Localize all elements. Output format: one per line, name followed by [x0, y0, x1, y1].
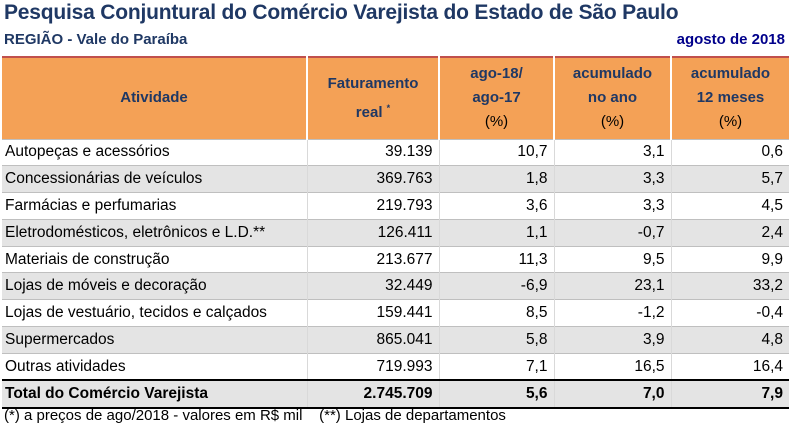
header-acum-12: acumulado 12 meses (%)	[670, 57, 789, 139]
cell-mes: 11,3	[438, 245, 554, 273]
total-acum-ano: 7,0	[553, 379, 671, 410]
cell-faturamento: 39.139	[306, 138, 439, 166]
cell-mes: 1,1	[438, 218, 554, 247]
cell-atividade: Lojas de móveis e decoração	[2, 272, 307, 300]
total-mes: 5,6	[438, 379, 554, 410]
cell-acum-12: 5,7	[670, 165, 789, 193]
page-title: Pesquisa Conjuntural do Comércio Varejis…	[4, 1, 679, 24]
cell-acum-ano: 3,1	[553, 138, 671, 166]
total-row: Total do Comércio Varejista 2.745.709 5,6 7…	[2, 379, 789, 410]
cell-faturamento: 865.041	[306, 326, 439, 354]
retail-table: Atividade Faturamento real * ago-18/ ago…	[2, 56, 789, 410]
cell-acum-ano: 9,5	[553, 245, 671, 273]
cell-mes: 8,5	[438, 299, 554, 327]
cell-mes: 10,7	[438, 138, 554, 166]
table-row: Lojas de vestuário, tecidos e calçados 15…	[2, 299, 789, 327]
cell-acum-ano: 3,3	[553, 192, 671, 220]
cell-atividade: Lojas de vestuário, tecidos e calçados	[2, 299, 307, 327]
cell-acum-ano: 23,1	[553, 272, 671, 300]
date-label: agosto de 2018	[676, 31, 785, 48]
cell-mes: -6,9	[438, 272, 554, 300]
cell-mes: 7,1	[438, 352, 554, 381]
cell-atividade: Autopeças e acessórios	[2, 138, 307, 166]
cell-faturamento: 219.793	[306, 192, 439, 220]
table-row: Concessionárias de veículos 369.763 1,8 3,3…	[2, 165, 789, 193]
cell-mes: 1,8	[438, 165, 554, 193]
cell-atividade: Eletrodomésticos, eletrônicos e L.D.**	[2, 218, 307, 247]
cell-mes: 5,8	[438, 326, 554, 354]
region-label: REGIÃO - Vale do Paraíba	[4, 31, 188, 48]
table-row: Eletrodomésticos, eletrônicos e L.D.** 12…	[2, 218, 789, 247]
table-row: Outras atividades 719.993 7,1 16,5 16,4	[2, 352, 789, 381]
header-faturamento: Faturamento real *	[306, 57, 439, 139]
cell-atividade: Materiais de construção	[2, 245, 307, 273]
table-body: Autopeças e acessórios 39.139 10,7 3,1 0,6 Co…	[2, 138, 789, 410]
cell-acum-12: 33,2	[670, 272, 789, 300]
cell-mes: 3,6	[438, 192, 554, 220]
cell-atividade: Farmácias e perfumarias	[2, 192, 307, 220]
cell-acum-ano: 3,3	[553, 165, 671, 193]
cell-acum-12: 16,4	[670, 352, 789, 381]
cell-faturamento: 719.993	[306, 352, 439, 381]
cell-faturamento: 32.449	[306, 272, 439, 300]
header-atividade: Atividade	[2, 57, 307, 139]
footnote: (*) a preços de ago/2018 - valores em R$…	[4, 407, 506, 424]
cell-faturamento: 369.763	[306, 165, 439, 193]
cell-acum-12: 0,6	[670, 138, 789, 166]
cell-atividade: Outras atividades	[2, 352, 307, 381]
cell-acum-12: -0,4	[670, 299, 789, 327]
table-row: Materiais de construção 213.677 11,3 9,5 9,9	[2, 245, 789, 273]
cell-acum-12: 2,4	[670, 218, 789, 247]
cell-acum-ano: 3,9	[553, 326, 671, 354]
table-row: Autopeças e acessórios 39.139 10,7 3,1 0,6	[2, 138, 789, 166]
cell-atividade: Concessionárias de veículos	[2, 165, 307, 193]
table-header: Atividade Faturamento real * ago-18/ ago…	[2, 57, 789, 139]
table-row: Lojas de móveis e decoração 32.449 -6,9 23,…	[2, 272, 789, 300]
cell-acum-ano: 16,5	[553, 352, 671, 381]
cell-acum-12: 4,8	[670, 326, 789, 354]
cell-faturamento: 213.677	[306, 245, 439, 273]
cell-acum-ano: -0,7	[553, 218, 671, 247]
cell-acum-12: 4,5	[670, 192, 789, 220]
total-atividade: Total do Comércio Varejista	[2, 379, 307, 410]
cell-faturamento: 126.411	[306, 218, 439, 247]
total-acum-12: 7,9	[670, 379, 789, 410]
total-faturamento: 2.745.709	[306, 379, 439, 410]
header-mes: ago-18/ ago-17 (%)	[438, 57, 554, 139]
table-row: Farmácias e perfumarias 219.793 3,6 3,3 4,5	[2, 192, 789, 220]
cell-acum-ano: -1,2	[553, 299, 671, 327]
table-row: Supermercados 865.041 5,8 3,9 4,8	[2, 326, 789, 354]
cell-atividade: Supermercados	[2, 326, 307, 354]
cell-faturamento: 159.441	[306, 299, 439, 327]
cell-acum-12: 9,9	[670, 245, 789, 273]
header-acum-ano: acumulado no ano (%)	[553, 57, 671, 139]
